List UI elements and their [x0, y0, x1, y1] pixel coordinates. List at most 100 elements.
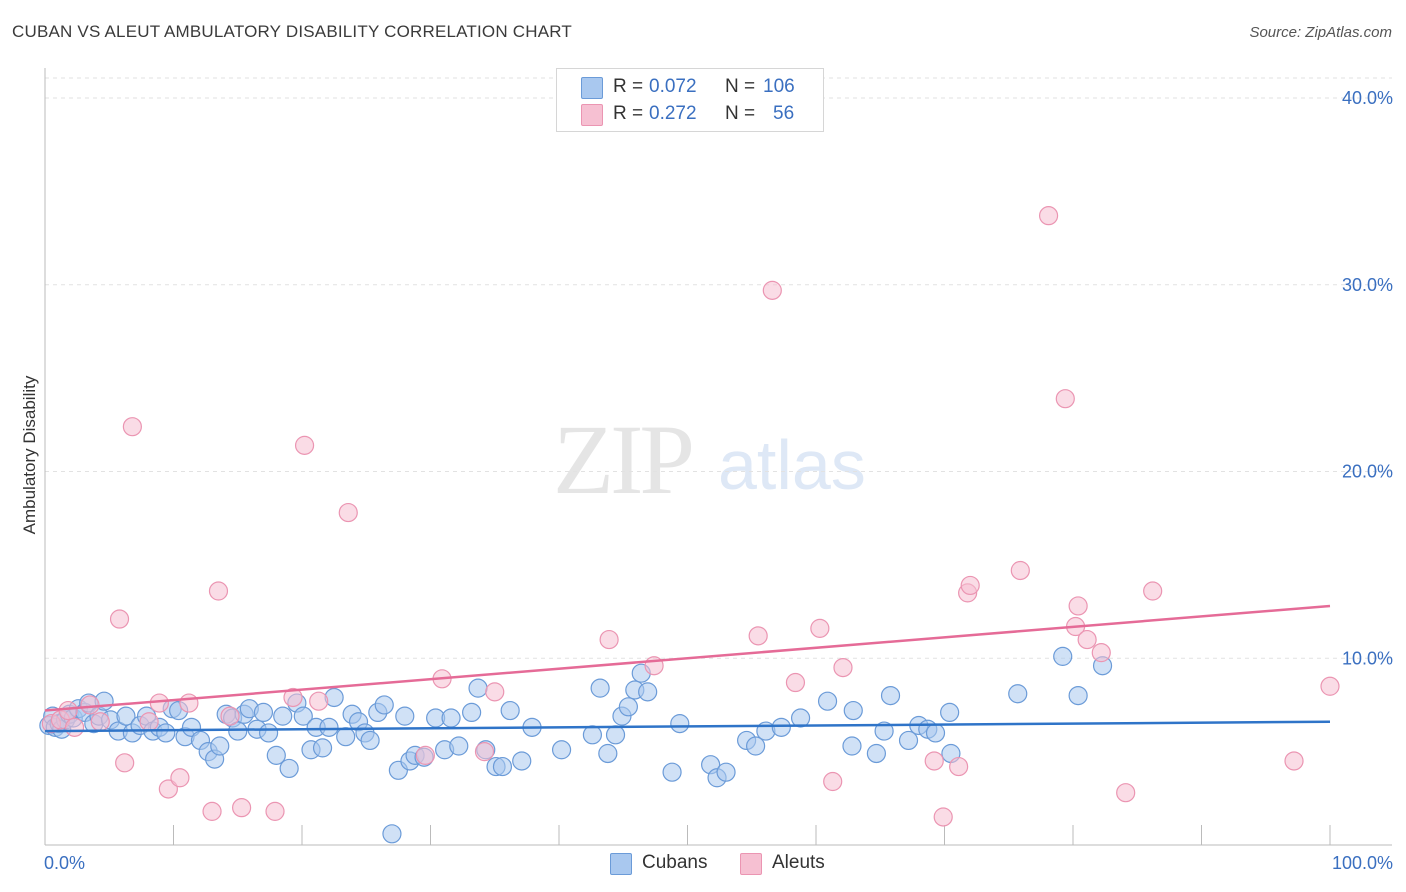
aleut-point-50 — [1320, 676, 1340, 696]
cuban-point-26 — [181, 717, 202, 737]
cuban-point-71 — [500, 700, 520, 721]
aleut-point-45 — [1077, 629, 1097, 650]
cuban-point-53 — [360, 730, 380, 751]
cuban-point-106 — [1008, 684, 1028, 704]
aleut-point-30 — [762, 280, 782, 300]
aleut-point-15 — [208, 581, 229, 601]
cuban-point-88 — [716, 762, 736, 782]
cuban-point-40 — [273, 706, 293, 726]
cuban-point-93 — [790, 708, 811, 728]
cuban-point-39 — [266, 745, 286, 765]
aleut-point-17 — [232, 798, 252, 818]
aleuts-r-label: R = — [613, 103, 644, 124]
aleut-point-32 — [810, 618, 830, 638]
aleut-trend-line — [44, 604, 1331, 712]
cuban-point-55 — [374, 695, 394, 715]
cuban-point-108 — [1068, 685, 1088, 706]
cuban-point-43 — [293, 706, 313, 726]
cuban-point-49 — [336, 727, 356, 747]
cuban-point-85 — [670, 714, 690, 734]
aleut-point-39 — [960, 575, 980, 596]
aleut-point-11 — [158, 779, 178, 799]
aleut-point-27 — [599, 629, 619, 650]
aleut-point-31 — [785, 672, 806, 693]
aleut-point-22 — [338, 502, 358, 523]
cuban-point-22 — [156, 723, 176, 743]
watermark-atlas: atlas — [718, 426, 866, 504]
cuban-point-47 — [319, 717, 339, 737]
cuban-point-74 — [551, 740, 572, 760]
cuban-point-97 — [866, 743, 886, 764]
cuban-point-83 — [638, 682, 658, 702]
y-tick-label-20: 20.0% — [1342, 462, 1393, 482]
cubans-n-label: N = — [725, 76, 756, 97]
cuban-point-92 — [771, 717, 791, 737]
watermark-zip: ZIP — [553, 404, 695, 515]
y-axis-label: Ambulatory Disability — [20, 375, 39, 534]
aleut-point-47 — [1116, 783, 1136, 803]
aleut-point-18 — [265, 801, 285, 821]
cuban-point-84 — [662, 762, 682, 782]
cuban-point-37 — [253, 702, 274, 723]
cuban-point-95 — [842, 736, 862, 756]
aleut-point-12 — [170, 768, 190, 788]
cuban-point-94 — [817, 691, 838, 711]
cuban-point-75 — [582, 725, 603, 745]
stats-legend: R = 0.072 N = 106 R = 0.272 N = 56 — [556, 68, 824, 132]
y-tick-label-30: 30.0% — [1342, 275, 1393, 295]
aleut-point-35 — [924, 751, 944, 771]
cuban-point-64 — [441, 708, 461, 728]
cubans-n-value: 106 — [763, 76, 795, 97]
aleut-point-10 — [149, 693, 169, 713]
x-tick-label-100: 100.0% — [1332, 853, 1393, 873]
legend-aleuts-label: Aleuts — [772, 852, 825, 873]
aleut-point-41 — [1038, 206, 1059, 226]
cuban-point-77 — [598, 743, 618, 764]
cuban-point-16 — [116, 706, 136, 726]
cuban-point-65 — [449, 736, 469, 756]
cuban-point-80 — [618, 697, 638, 717]
aleuts-n-label: N = — [725, 103, 756, 124]
aleut-point-9 — [139, 712, 159, 732]
aleut-point-37 — [949, 756, 969, 777]
cuban-point-72 — [512, 751, 532, 771]
aleut-point-46 — [1091, 643, 1111, 663]
aleut-point-13 — [179, 693, 199, 713]
aleut-point-14 — [202, 801, 222, 821]
cubans-r-value: 0.072 — [649, 76, 697, 97]
cuban-point-99 — [880, 685, 901, 706]
aleuts-r-value: 0.272 — [649, 103, 697, 124]
aleut-point-36 — [933, 807, 953, 827]
cubans-r-label: R = — [613, 76, 644, 97]
cuban-point-107 — [1053, 646, 1073, 666]
cuban-point-67 — [468, 678, 488, 698]
aleut-point-34 — [833, 657, 853, 678]
aleut-point-2 — [58, 700, 78, 721]
aleut-point-23 — [415, 745, 435, 765]
cuban-point-46 — [312, 738, 333, 758]
aleut-point-6 — [115, 753, 135, 773]
cuban-point-78 — [605, 725, 626, 745]
chart-title: CUBAN VS ALEUT AMBULATORY DISABILITY COR… — [12, 22, 572, 41]
aleut-point-40 — [1010, 560, 1030, 581]
aleut-point-49 — [1284, 751, 1304, 771]
aleut-point-20 — [294, 435, 315, 455]
cuban-point-96 — [843, 700, 863, 721]
cubans-swatch — [581, 77, 603, 99]
cuban-point-58 — [395, 706, 415, 726]
aleut-point-21 — [309, 691, 329, 711]
y-tick-label-40: 40.0% — [1342, 88, 1393, 108]
aleut-point-42 — [1055, 389, 1075, 409]
aleut-point-19 — [283, 687, 303, 708]
cuban-point-103 — [925, 723, 946, 743]
cuban-point-90 — [746, 736, 766, 756]
aleut-point-26 — [485, 682, 505, 702]
cuban-point-38 — [258, 723, 279, 743]
aleut-point-7 — [109, 609, 130, 629]
x-tick-label-0: 0.0% — [44, 853, 85, 873]
cuban-point-66 — [462, 702, 482, 723]
aleuts-n-value: 56 — [773, 103, 795, 124]
cuban-trend-line — [44, 720, 1331, 733]
aleut-point-25 — [474, 742, 495, 762]
